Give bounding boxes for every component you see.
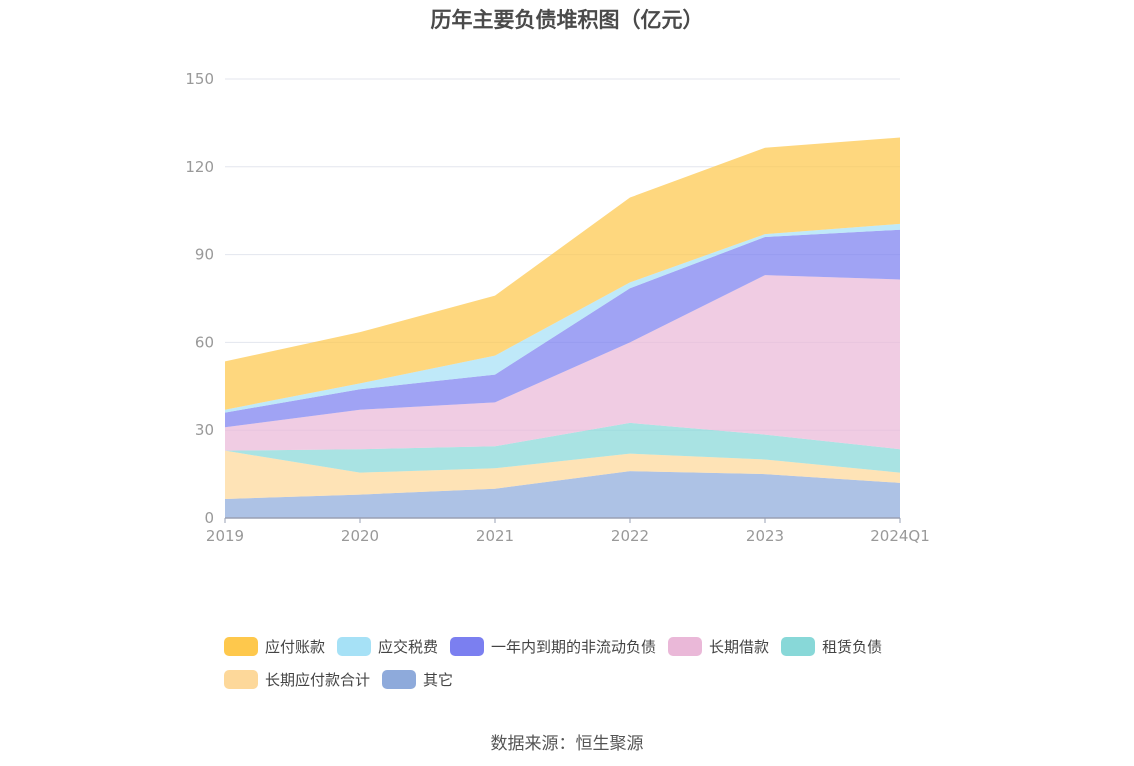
legend-item-current-noncurrent[interactable]: 一年内到期的非流动负债: [450, 636, 656, 657]
area-series-一年内到期的非流动负债: [225, 229, 900, 428]
area-series-租赁负债: [225, 422, 900, 473]
legend-item-long-term-loans[interactable]: 长期借款: [668, 636, 769, 657]
chart-title: 历年主要负债堆积图（亿元）: [430, 8, 704, 32]
legend-swatch: [781, 637, 816, 656]
area-series-其它: [225, 471, 900, 518]
legend-swatch: [668, 637, 703, 656]
legend-label: 租赁负债: [822, 638, 883, 656]
legend-label: 应交税费: [378, 638, 439, 656]
legend-swatch: [382, 670, 417, 689]
area-series-应付账款: [225, 137, 900, 410]
legend-label: 长期应付款合计: [265, 671, 371, 689]
legend-swatch: [337, 637, 372, 656]
area-series-长期借款: [225, 275, 900, 451]
y-tick-label: 0: [204, 509, 214, 527]
legend-row-2: 长期应付款合计 其它: [224, 663, 944, 696]
legend-label: 一年内到期的非流动负债: [491, 638, 657, 656]
x-tick-label: 2024Q1: [870, 527, 930, 545]
y-tick-label: 60: [195, 333, 214, 351]
y-tick-label: 150: [185, 70, 214, 88]
legend-item-accounts-payable[interactable]: 应付账款: [224, 636, 325, 657]
legend-swatch: [450, 637, 485, 656]
x-tick-label: 2020: [341, 527, 379, 545]
legend-item-long-term-payables[interactable]: 长期应付款合计: [224, 669, 370, 690]
x-tick-label: 2019: [206, 527, 244, 545]
x-tick-label: 2022: [611, 527, 649, 545]
stacked-area-chart: 0 30 60 90 120 150 2019 2020 2021 2022 2023 2024Q1: [185, 70, 930, 545]
x-tick-label: 2021: [476, 527, 514, 545]
legend: 应付账款 应交税费 一年内到期的非流动负债 长期借款 租赁负债 长期应付款合计 …: [224, 630, 944, 696]
legend-item-taxes-payable[interactable]: 应交税费: [337, 636, 438, 657]
legend-item-lease-liabilities[interactable]: 租赁负债: [781, 636, 882, 657]
data-source: 数据来源：恒生聚源: [490, 734, 644, 754]
y-tick-label: 120: [185, 158, 214, 176]
y-tick-label: 90: [195, 246, 214, 264]
x-tick-label: 2023: [746, 527, 784, 545]
legend-item-other[interactable]: 其它: [382, 669, 453, 690]
legend-swatch: [224, 670, 258, 689]
y-tick-label: 30: [195, 421, 214, 439]
legend-row-1: 应付账款 应交税费 一年内到期的非流动负债 长期借款 租赁负债: [224, 630, 944, 663]
legend-label: 应付账款: [265, 638, 326, 656]
legend-label: 长期借款: [709, 638, 770, 656]
area-series-长期应付款合计: [225, 450, 900, 499]
legend-label: 其它: [423, 671, 454, 689]
legend-swatch: [224, 637, 258, 656]
